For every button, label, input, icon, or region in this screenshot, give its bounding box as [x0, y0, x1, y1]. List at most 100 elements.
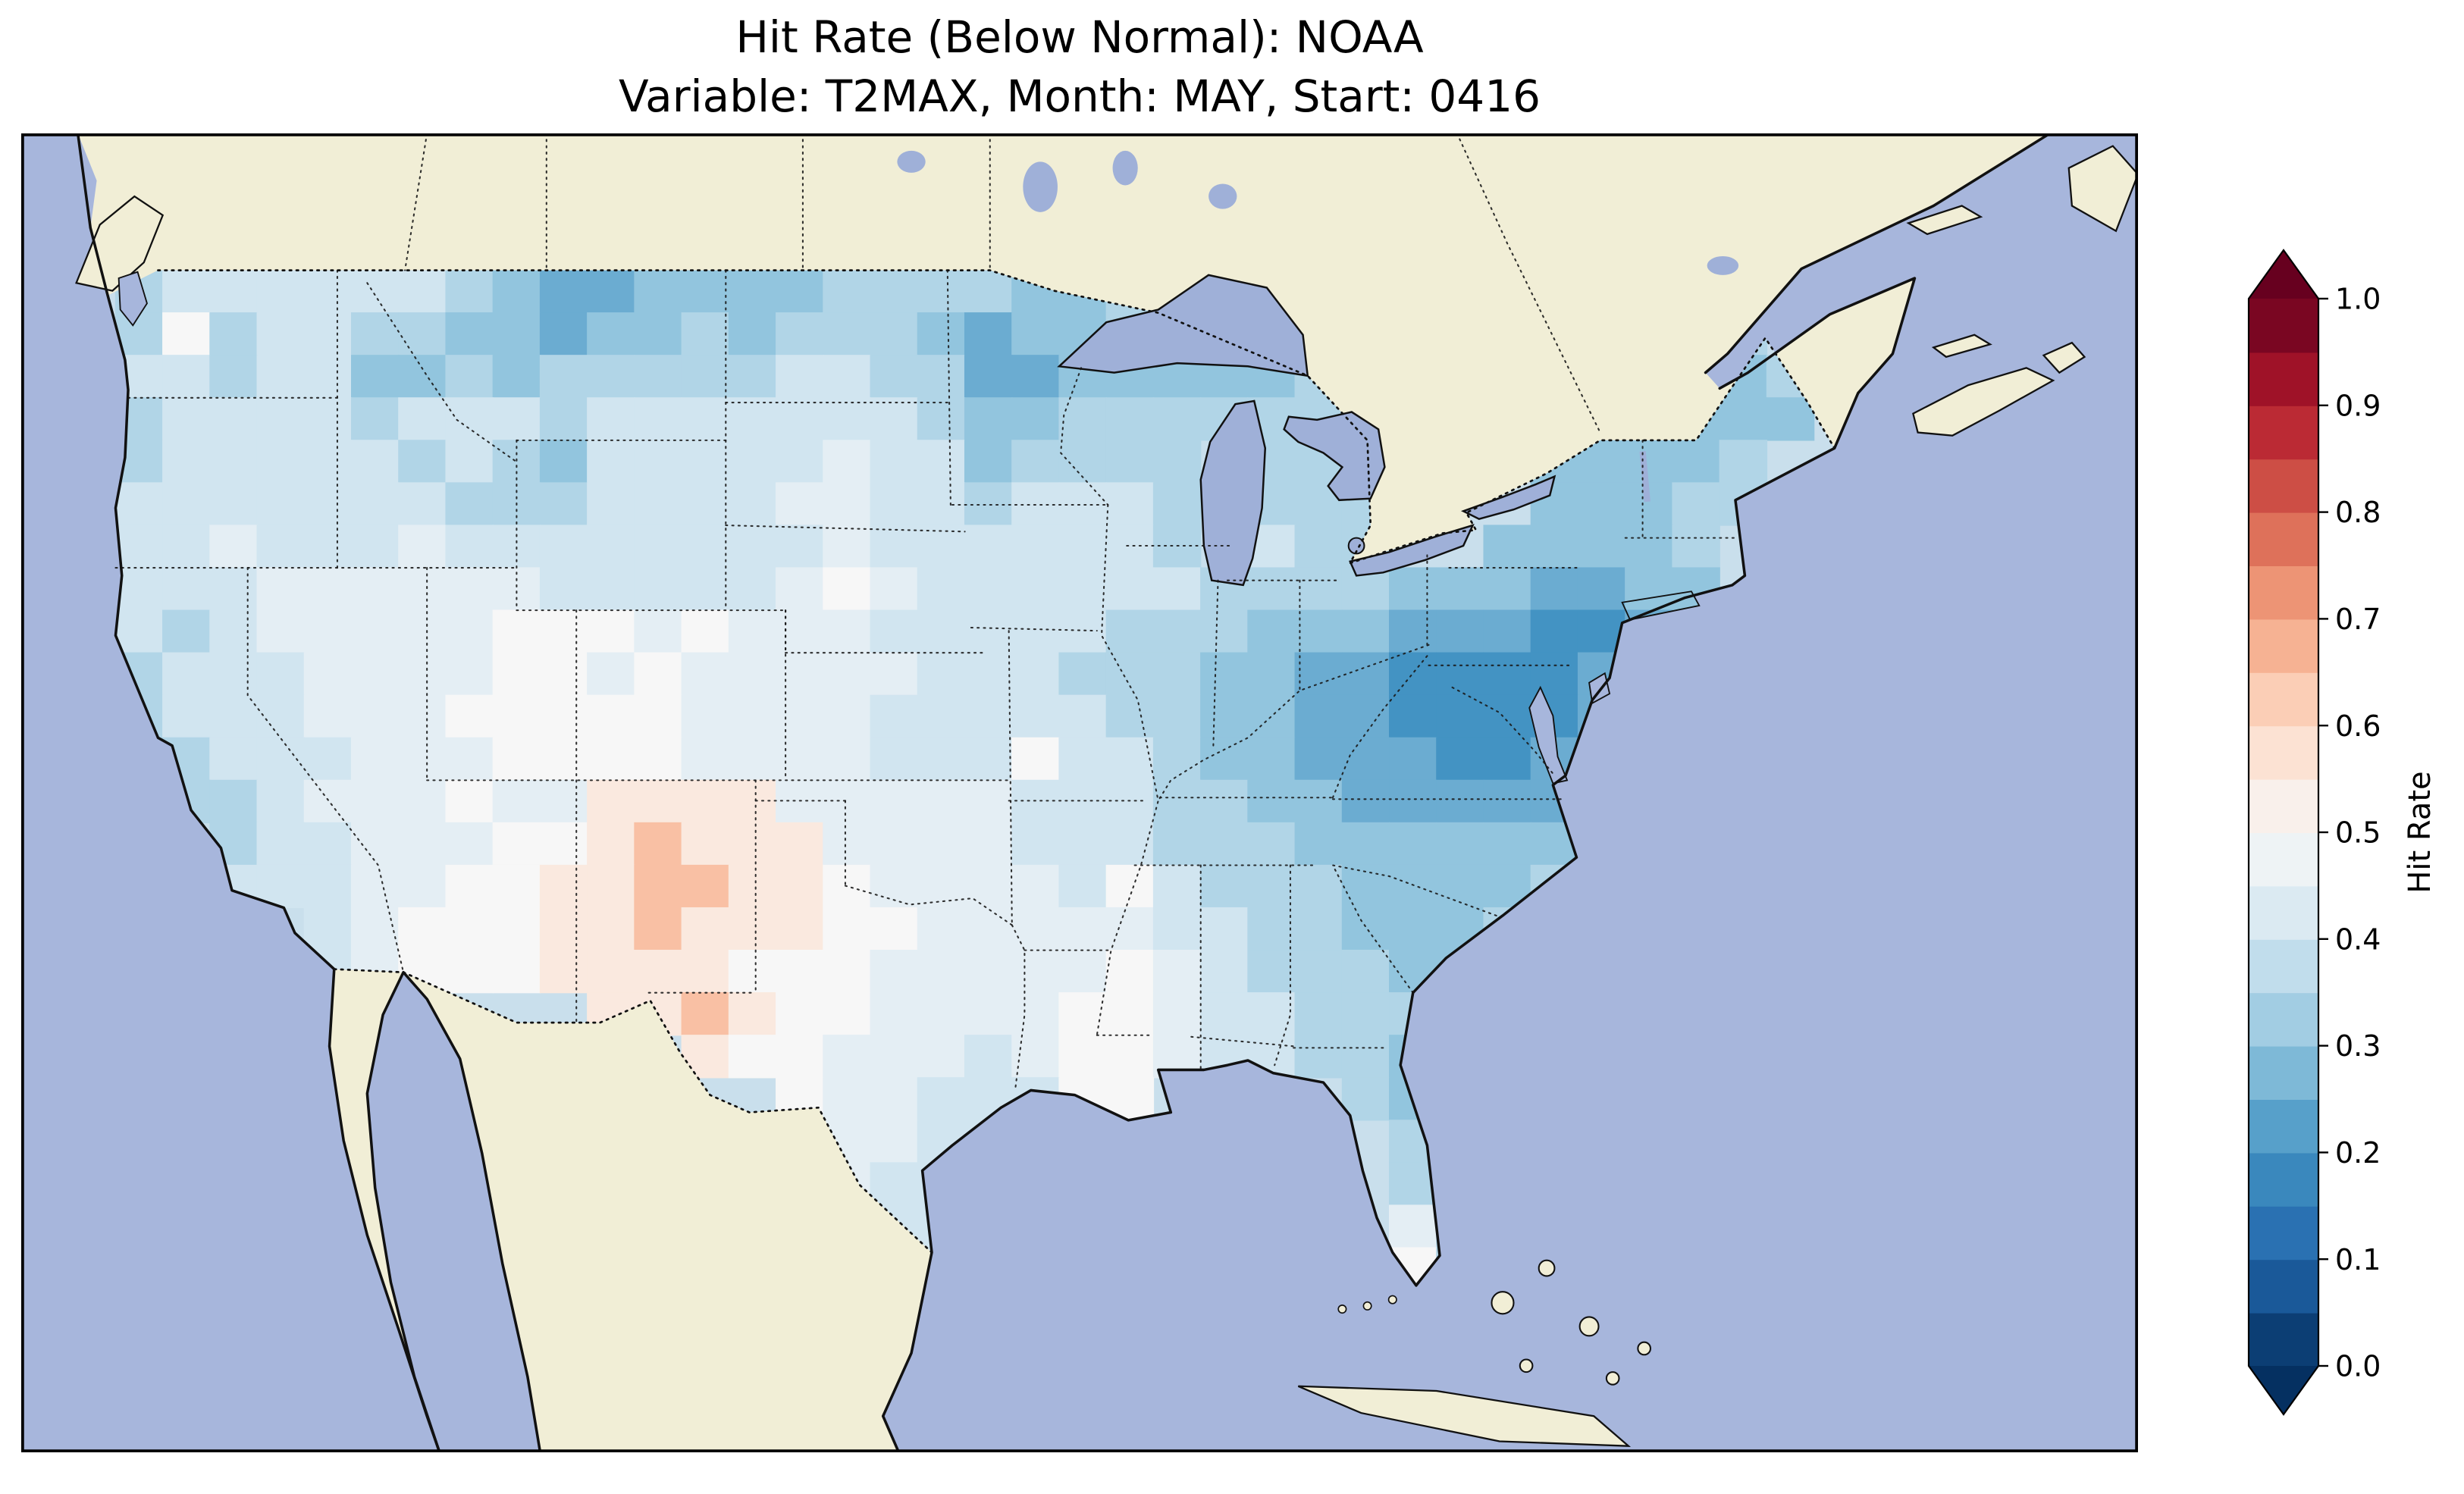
heatmap-cell [303, 822, 353, 866]
coastline [76, 133, 441, 1452]
heatmap-cell [1200, 822, 1249, 866]
heatmap-cell [634, 950, 682, 994]
heatmap-cell [681, 270, 730, 314]
heatmap-cell [256, 397, 305, 441]
heatmap-cell [776, 482, 824, 526]
heatmap-cell [539, 567, 588, 611]
heatmap-cell [587, 482, 635, 526]
heatmap-cell [1011, 312, 1060, 356]
colorbar-band [2249, 299, 2318, 353]
heatmap-cell [1389, 567, 1437, 611]
heatmap-cell [1483, 779, 1531, 824]
heatmap-cell [303, 609, 353, 653]
heatmap-cell [1483, 567, 1531, 611]
heatmap-cell [1058, 525, 1107, 568]
heatmap-cell [209, 355, 258, 399]
heatmap-cell [1672, 482, 1720, 526]
heatmap-cell [1389, 652, 1437, 696]
heatmap-cell [870, 397, 918, 441]
heatmap-cell [398, 355, 447, 399]
heatmap-cell [445, 779, 494, 824]
heatmap-cell [445, 397, 494, 441]
heatmap-cell [1625, 440, 1673, 484]
heatmap-cell [634, 907, 682, 951]
heatmap-cell [350, 270, 400, 314]
heatmap-cell [587, 694, 635, 738]
heatmap-cell [776, 694, 824, 738]
heatmap-cell [398, 822, 447, 866]
state-border-dotted [946, 269, 951, 508]
vancouver-island [75, 195, 165, 292]
heatmap-cell [492, 355, 541, 399]
lake-ontario [1460, 475, 1556, 521]
colorbar-band [2249, 778, 2318, 833]
heatmap-cell [114, 525, 164, 568]
heatmap-cell [350, 355, 400, 399]
heatmap-cell [539, 397, 588, 441]
heatmap-cell [1011, 907, 1060, 951]
heatmap-cell [728, 1035, 777, 1079]
heatmap-cell [398, 567, 447, 611]
map-frame [21, 133, 2138, 1452]
heatmap-cell [209, 482, 258, 526]
heatmap-cell [870, 907, 918, 951]
heatmap-cell [681, 609, 730, 653]
heatmap-cell [964, 355, 1013, 399]
heatmap-cell [1389, 737, 1437, 781]
heatmap-cell [492, 270, 541, 314]
heatmap-cell [823, 950, 871, 994]
heatmap-cell [350, 652, 400, 696]
heatmap-cell [1058, 822, 1107, 866]
colorbar-tick-label: 0.2 [2335, 1136, 2381, 1170]
heatmap-cell [492, 609, 541, 653]
heatmap-cell [870, 992, 918, 1036]
anticosti-island [1906, 205, 1983, 236]
lake-st-clair [1347, 537, 1365, 555]
heatmap-cell [1577, 482, 1626, 526]
heatmap-cell [1294, 950, 1343, 994]
heatmap-cell [1341, 907, 1390, 951]
heatmap-cell [1294, 737, 1343, 781]
heatmap-cell [1105, 737, 1155, 781]
heatmap-cell [964, 864, 1013, 909]
colorbar-tick-label: 1.0 [2335, 283, 2381, 316]
heatmap-cell [1011, 525, 1060, 568]
heatmap-cell [776, 567, 824, 611]
heatmap-cell [398, 525, 447, 568]
heatmap-cell [1247, 567, 1296, 611]
heatmap-cell [776, 312, 824, 356]
heatmap-cell [539, 525, 588, 568]
heatmap-cell [256, 525, 305, 568]
heatmap-cell [1247, 992, 1296, 1036]
heatmap-cell [917, 694, 966, 738]
heatmap-cell [964, 312, 1013, 356]
heatmap-cell [209, 779, 258, 824]
heatmap-cell [681, 694, 730, 738]
heatmap-cell [823, 567, 871, 611]
heatmap-cell [823, 609, 871, 653]
lake-huron [1283, 411, 1386, 502]
heatmap-cell [728, 397, 777, 441]
heatmap-cell [634, 440, 682, 484]
bahamas-island [1605, 1371, 1620, 1386]
state-border-dotted [1212, 579, 1219, 748]
heatmap-cell [1152, 737, 1202, 781]
us-hit-rate-map [21, 133, 2138, 1452]
heatmap-cell [823, 779, 871, 824]
heatmap-cell [1152, 950, 1202, 994]
state-border-dotted [1157, 644, 1430, 802]
heatmap-cell [1105, 397, 1155, 441]
long-island-outline [1621, 590, 1701, 621]
heatmap-cell [587, 652, 635, 696]
heatmap-cell [587, 312, 635, 356]
heatmap-cell [776, 652, 824, 696]
heatmap-cell [350, 609, 400, 653]
heatmap-cell [162, 312, 211, 356]
heatmap-cell [870, 1077, 918, 1121]
heatmap-cell [1058, 992, 1107, 1036]
heatmap-cell [1530, 652, 1579, 696]
heatmap-cell [728, 694, 777, 738]
heatmap-cell [492, 950, 541, 994]
heatmap-cell [1483, 737, 1531, 781]
heatmap-cell [445, 525, 494, 568]
